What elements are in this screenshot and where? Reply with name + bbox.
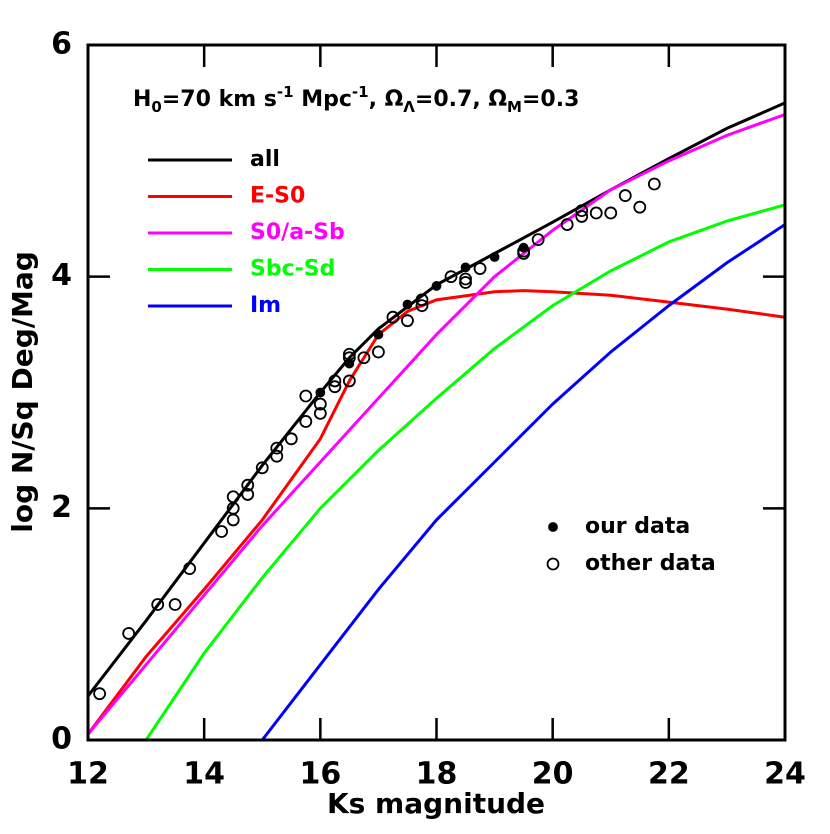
annotation: H0=70 km s-1 Mpc-1, ΩΛ=0.7, ΩM=0.3 [133, 83, 579, 116]
data-point [241, 488, 255, 501]
data-point [560, 218, 574, 231]
data-point [401, 314, 414, 328]
data-point [328, 380, 342, 394]
data-point [575, 204, 589, 218]
annotation-part: Λ [403, 98, 415, 116]
legend-marker [548, 522, 558, 532]
y-tick-label: 0 [51, 722, 72, 757]
y-tick-label: 2 [51, 490, 72, 525]
legend-label: Im [250, 293, 281, 318]
legend-label: our data [585, 514, 690, 539]
plot-frame [86, 43, 787, 742]
x-tick-label: 22 [648, 757, 690, 792]
data-point [168, 598, 182, 611]
data-point [373, 329, 384, 340]
data-point [372, 345, 385, 359]
data-point [313, 406, 327, 420]
data-point [342, 351, 356, 365]
x-tick-label: 18 [416, 757, 458, 792]
x-tick-label: 16 [299, 757, 341, 792]
legend-label: S0/a-Sb [250, 220, 345, 245]
x-tick-label: 24 [764, 757, 806, 792]
data-point [270, 441, 284, 455]
data-point [284, 432, 298, 446]
data-point [342, 374, 356, 388]
data-point [183, 562, 197, 575]
data-point [633, 200, 647, 214]
data-point [618, 189, 632, 202]
data-point [122, 627, 136, 640]
x-tick-label: 12 [67, 757, 109, 792]
data-point [431, 281, 442, 291]
series-line [144, 203, 786, 741]
data-point [415, 293, 429, 307]
data-point [226, 490, 240, 504]
data-point [575, 210, 589, 223]
data-point [386, 310, 400, 324]
data-point [402, 299, 413, 310]
data-point [299, 389, 313, 403]
data-point [226, 513, 240, 527]
annotation-part: H [133, 87, 151, 112]
series-line [86, 289, 786, 736]
data-point [531, 233, 545, 247]
data-point [151, 598, 165, 611]
y-axis-label: log N/Sq Deg/Mag [6, 251, 39, 533]
data-point [604, 206, 618, 220]
legend-label: other data [585, 551, 716, 576]
data-point [313, 397, 327, 411]
annotation-part: , Ω [369, 87, 404, 112]
data-point [270, 449, 284, 463]
annotation-part: =0.7, Ω [415, 87, 507, 112]
legend-marker [546, 557, 560, 571]
data-point [215, 525, 228, 538]
annotation-part: -1 [352, 83, 369, 101]
data-point [315, 387, 326, 398]
data-point [460, 262, 471, 273]
annotation-part: =70 km s [162, 87, 277, 112]
series-line [261, 223, 786, 741]
y-tick-label: 4 [51, 258, 72, 293]
y-tick-label: 6 [51, 27, 72, 62]
legend-label: Sbc-Sd [250, 257, 335, 282]
data-point [473, 262, 487, 275]
data-point [328, 374, 342, 388]
x-tick-label: 20 [532, 757, 574, 792]
annotation-part: 0 [151, 98, 161, 116]
annotation-part: =0.3 [522, 87, 579, 112]
data-point [589, 206, 603, 220]
data-point [93, 687, 107, 701]
data-point [489, 252, 500, 262]
data-point [647, 177, 661, 191]
data-point [357, 351, 371, 365]
x-tick-label: 14 [183, 757, 225, 792]
annotation-part: Mpc [294, 87, 352, 112]
data-point [517, 244, 531, 258]
data-point [255, 461, 269, 475]
data-point [241, 478, 255, 492]
data-point [299, 415, 313, 428]
data-point [415, 299, 429, 313]
series-line [86, 113, 786, 736]
x-axis-label: Ks magnitude [327, 787, 545, 820]
data-point [459, 276, 472, 289]
data-point [459, 272, 472, 286]
legend-label: E-S0 [250, 184, 305, 209]
legend-label: all [250, 147, 280, 172]
data-point [444, 270, 458, 284]
annotation-part: -1 [277, 83, 294, 101]
data-point [342, 347, 356, 361]
annotation-part: M [507, 98, 522, 116]
